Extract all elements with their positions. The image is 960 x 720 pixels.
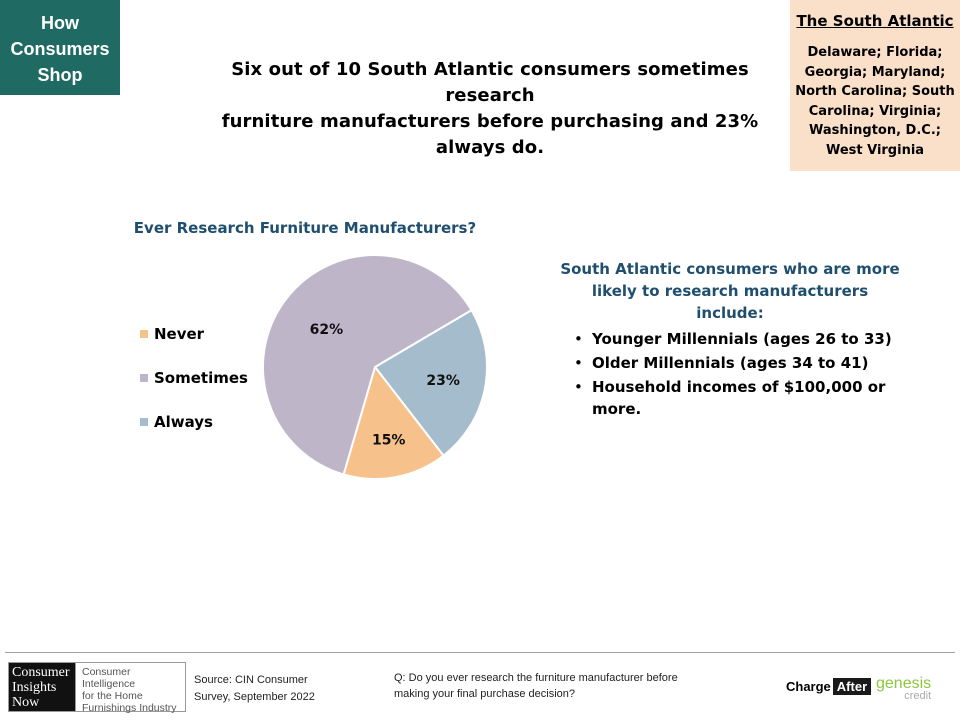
legend-swatch-sometimes (140, 374, 148, 382)
insight-panel: South Atlantic consumers who are more li… (560, 258, 900, 422)
legend-item-always: Always (140, 400, 248, 444)
cin-logo: Consumer Insights Now Consumer Intellige… (8, 662, 186, 714)
insight-bullet: Household incomes of $100,000 or more. (574, 376, 900, 420)
legend-label-sometimes: Sometimes (154, 369, 248, 387)
insight-title-line: likely to research manufacturers include… (591, 282, 869, 322)
genesis-logo: genesis credit (876, 676, 931, 702)
cin-logo-word: Insights (12, 680, 57, 695)
cin-logo-word: Consumer (12, 665, 70, 680)
pie-label-never: 15% (372, 433, 406, 449)
insight-bullets: Younger Millennials (ages 26 to 33) Olde… (560, 328, 900, 420)
pie-chart: 23% 15% 62% (262, 254, 488, 480)
pie-label-sometimes: 62% (310, 322, 344, 338)
region-line: Washington, D.C.; (809, 123, 941, 138)
legend-label-always: Always (154, 413, 213, 431)
chargeafter-logo: Charge After (786, 678, 872, 695)
region-title: The South Atlantic (796, 12, 954, 30)
chargeafter-logo-part2: After (832, 678, 872, 695)
source-note: Source: CIN Consumer Survey, September 2… (194, 672, 354, 706)
cin-logo-tagline-line: Consumer Intelligence (82, 666, 136, 690)
pie-slice-always (373, 308, 488, 458)
headline: Six out of 10 South Atlantic consumers s… (190, 57, 790, 161)
legend-swatch-always (140, 418, 148, 426)
genesis-logo-sub: credit (904, 690, 932, 702)
section-tag-line: Shop (37, 65, 83, 85)
chart-title: Ever Research Furniture Manufacturers? (133, 219, 477, 237)
legend-swatch-never (140, 330, 148, 338)
region-line: Carolina; Virginia; (808, 103, 942, 119)
legend-label-never: Never (154, 325, 205, 343)
section-tag: How Consumers Shop (0, 0, 120, 95)
cin-logo-tagline: Consumer Intelligence for the Home Furni… (75, 663, 185, 714)
pie-slice-sometimes (262, 254, 473, 476)
source-line: Source: CIN Consumer (194, 674, 308, 686)
cin-logo-tagline-line: for the Home (82, 690, 143, 702)
insight-title-line: South Atlantic consumers who are more (560, 260, 900, 278)
chargeafter-logo-part1: Charge (786, 679, 831, 694)
chart-legend: Never Sometimes Always (140, 312, 248, 444)
cin-logo-word: Now (12, 695, 40, 710)
cin-logo-tagline-line: Furnishings Industry (82, 702, 177, 714)
section-tag-line: Consumers (10, 39, 110, 59)
source-line: Survey, September 2022 (194, 691, 315, 703)
genesis-logo-name: genesis (876, 675, 932, 692)
insight-title: South Atlantic consumers who are more li… (560, 258, 900, 324)
region-line: Delaware; Florida; (807, 45, 943, 60)
section-tag-line: How (41, 13, 79, 33)
footer-divider (5, 652, 955, 653)
region-line: North Carolina; South (795, 84, 955, 99)
region-box: The South Atlantic Delaware; Florida; Ge… (790, 0, 960, 171)
pie-slice-never (342, 364, 445, 480)
insight-bullet: Younger Millennials (ages 26 to 33) (574, 328, 900, 350)
legend-item-sometimes: Sometimes (140, 356, 248, 400)
insight-bullet: Older Millennials (ages 34 to 41) (574, 352, 900, 374)
question-line: making your final purchase decision? (394, 688, 575, 700)
region-line: West Virginia (825, 142, 925, 158)
pie-label-always: 23% (426, 373, 460, 389)
legend-item-never: Never (140, 312, 248, 356)
question-line: Q: Do you ever research the furniture ma… (394, 672, 678, 684)
region-line: Georgia; Maryland; (804, 64, 946, 80)
headline-line: furniture manufacturers before purchasin… (221, 111, 759, 158)
survey-question: Q: Do you ever research the furniture ma… (394, 670, 754, 702)
cin-logo-mark: Consumer Insights Now (9, 663, 75, 711)
headline-line: Six out of 10 South Atlantic consumers s… (231, 59, 749, 106)
